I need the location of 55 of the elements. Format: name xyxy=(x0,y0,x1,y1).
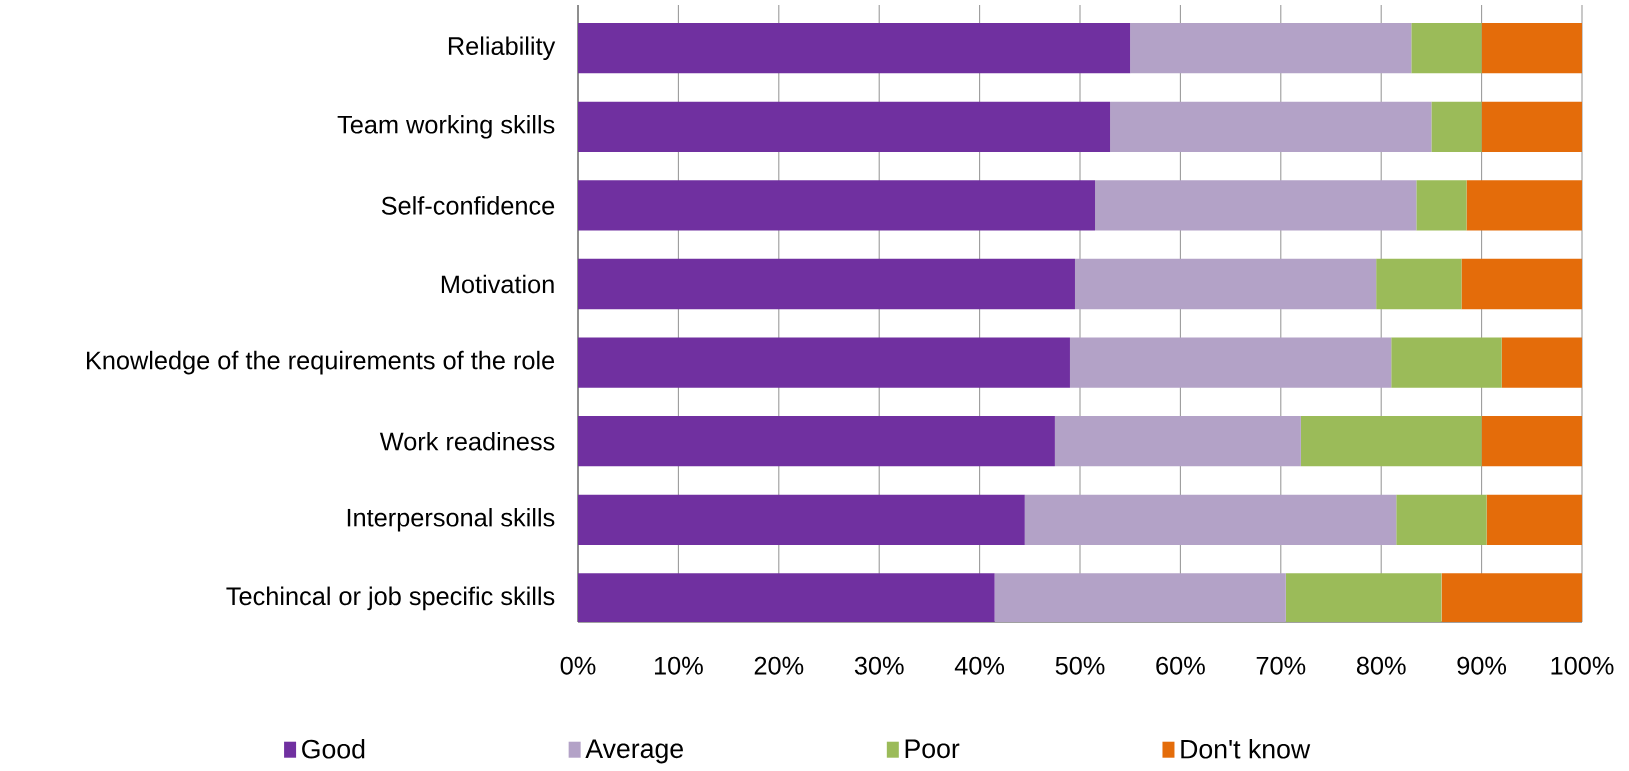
x-tick-label: 60% xyxy=(1156,656,1205,675)
bar xyxy=(578,416,1055,467)
x-tick-label: 100% xyxy=(1551,656,1614,675)
x-tick-label: 40% xyxy=(954,656,1005,675)
y-tick-label: Reliability xyxy=(448,36,556,61)
bar xyxy=(994,573,1286,622)
bar xyxy=(578,180,1096,231)
x-tick-label: 90% xyxy=(1457,656,1507,675)
bar xyxy=(1431,101,1482,152)
x-tick-label: 20% xyxy=(754,656,804,675)
x-tick-label: 0% xyxy=(560,656,596,675)
bar xyxy=(1054,416,1301,467)
y-tick-label: Motivation xyxy=(441,274,554,294)
bar xyxy=(578,23,1131,74)
y-tick-label: Techincal or job specific skills xyxy=(226,586,555,611)
x-tick-label: 10% xyxy=(654,656,703,675)
bar xyxy=(1024,494,1397,545)
bar xyxy=(578,337,1070,388)
bar xyxy=(1441,573,1582,622)
bar xyxy=(1481,416,1582,467)
bar xyxy=(1481,101,1582,152)
x-tick-label: 70% xyxy=(1256,656,1306,675)
bar xyxy=(1069,337,1392,388)
x-tick-label: 50% xyxy=(1055,656,1105,675)
x-tick-label: 30% xyxy=(854,656,904,675)
bar xyxy=(1285,573,1442,622)
bar xyxy=(1130,23,1412,74)
bar xyxy=(1501,337,1582,388)
bar xyxy=(578,101,1111,152)
bar xyxy=(1110,101,1432,152)
y-tick-label: Team working skills xyxy=(337,115,555,139)
bar xyxy=(1095,180,1417,231)
bar xyxy=(1300,416,1482,467)
legend-label: Good xyxy=(302,739,365,759)
bar xyxy=(1481,23,1582,74)
legend-label: Poor xyxy=(905,739,960,759)
y-tick-label: Self-confidence xyxy=(381,196,555,215)
bar xyxy=(1486,494,1582,545)
bar xyxy=(1411,23,1482,74)
x-tick-label: 80% xyxy=(1356,656,1406,675)
bar xyxy=(1396,494,1487,545)
bar xyxy=(578,494,1025,545)
bar xyxy=(1461,258,1582,310)
bar xyxy=(578,573,995,622)
y-tick-label: Work readiness xyxy=(379,431,555,451)
bar xyxy=(1466,180,1582,231)
y-tick-label: Interpersonal skills xyxy=(347,508,555,532)
bar xyxy=(1391,337,1502,388)
y-tick-label: Knowledge of the requirements of the role xyxy=(87,350,555,375)
legend-label: Average xyxy=(585,739,683,764)
bar xyxy=(1416,180,1467,231)
bar xyxy=(1074,258,1377,310)
legend-label: Don't know xyxy=(1181,739,1311,759)
bar xyxy=(1376,258,1462,310)
bar xyxy=(578,258,1075,310)
